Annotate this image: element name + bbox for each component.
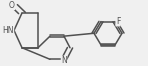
Text: O: O — [9, 1, 15, 10]
Text: N: N — [61, 56, 67, 65]
Text: F: F — [116, 17, 120, 26]
Text: HN: HN — [2, 26, 14, 35]
